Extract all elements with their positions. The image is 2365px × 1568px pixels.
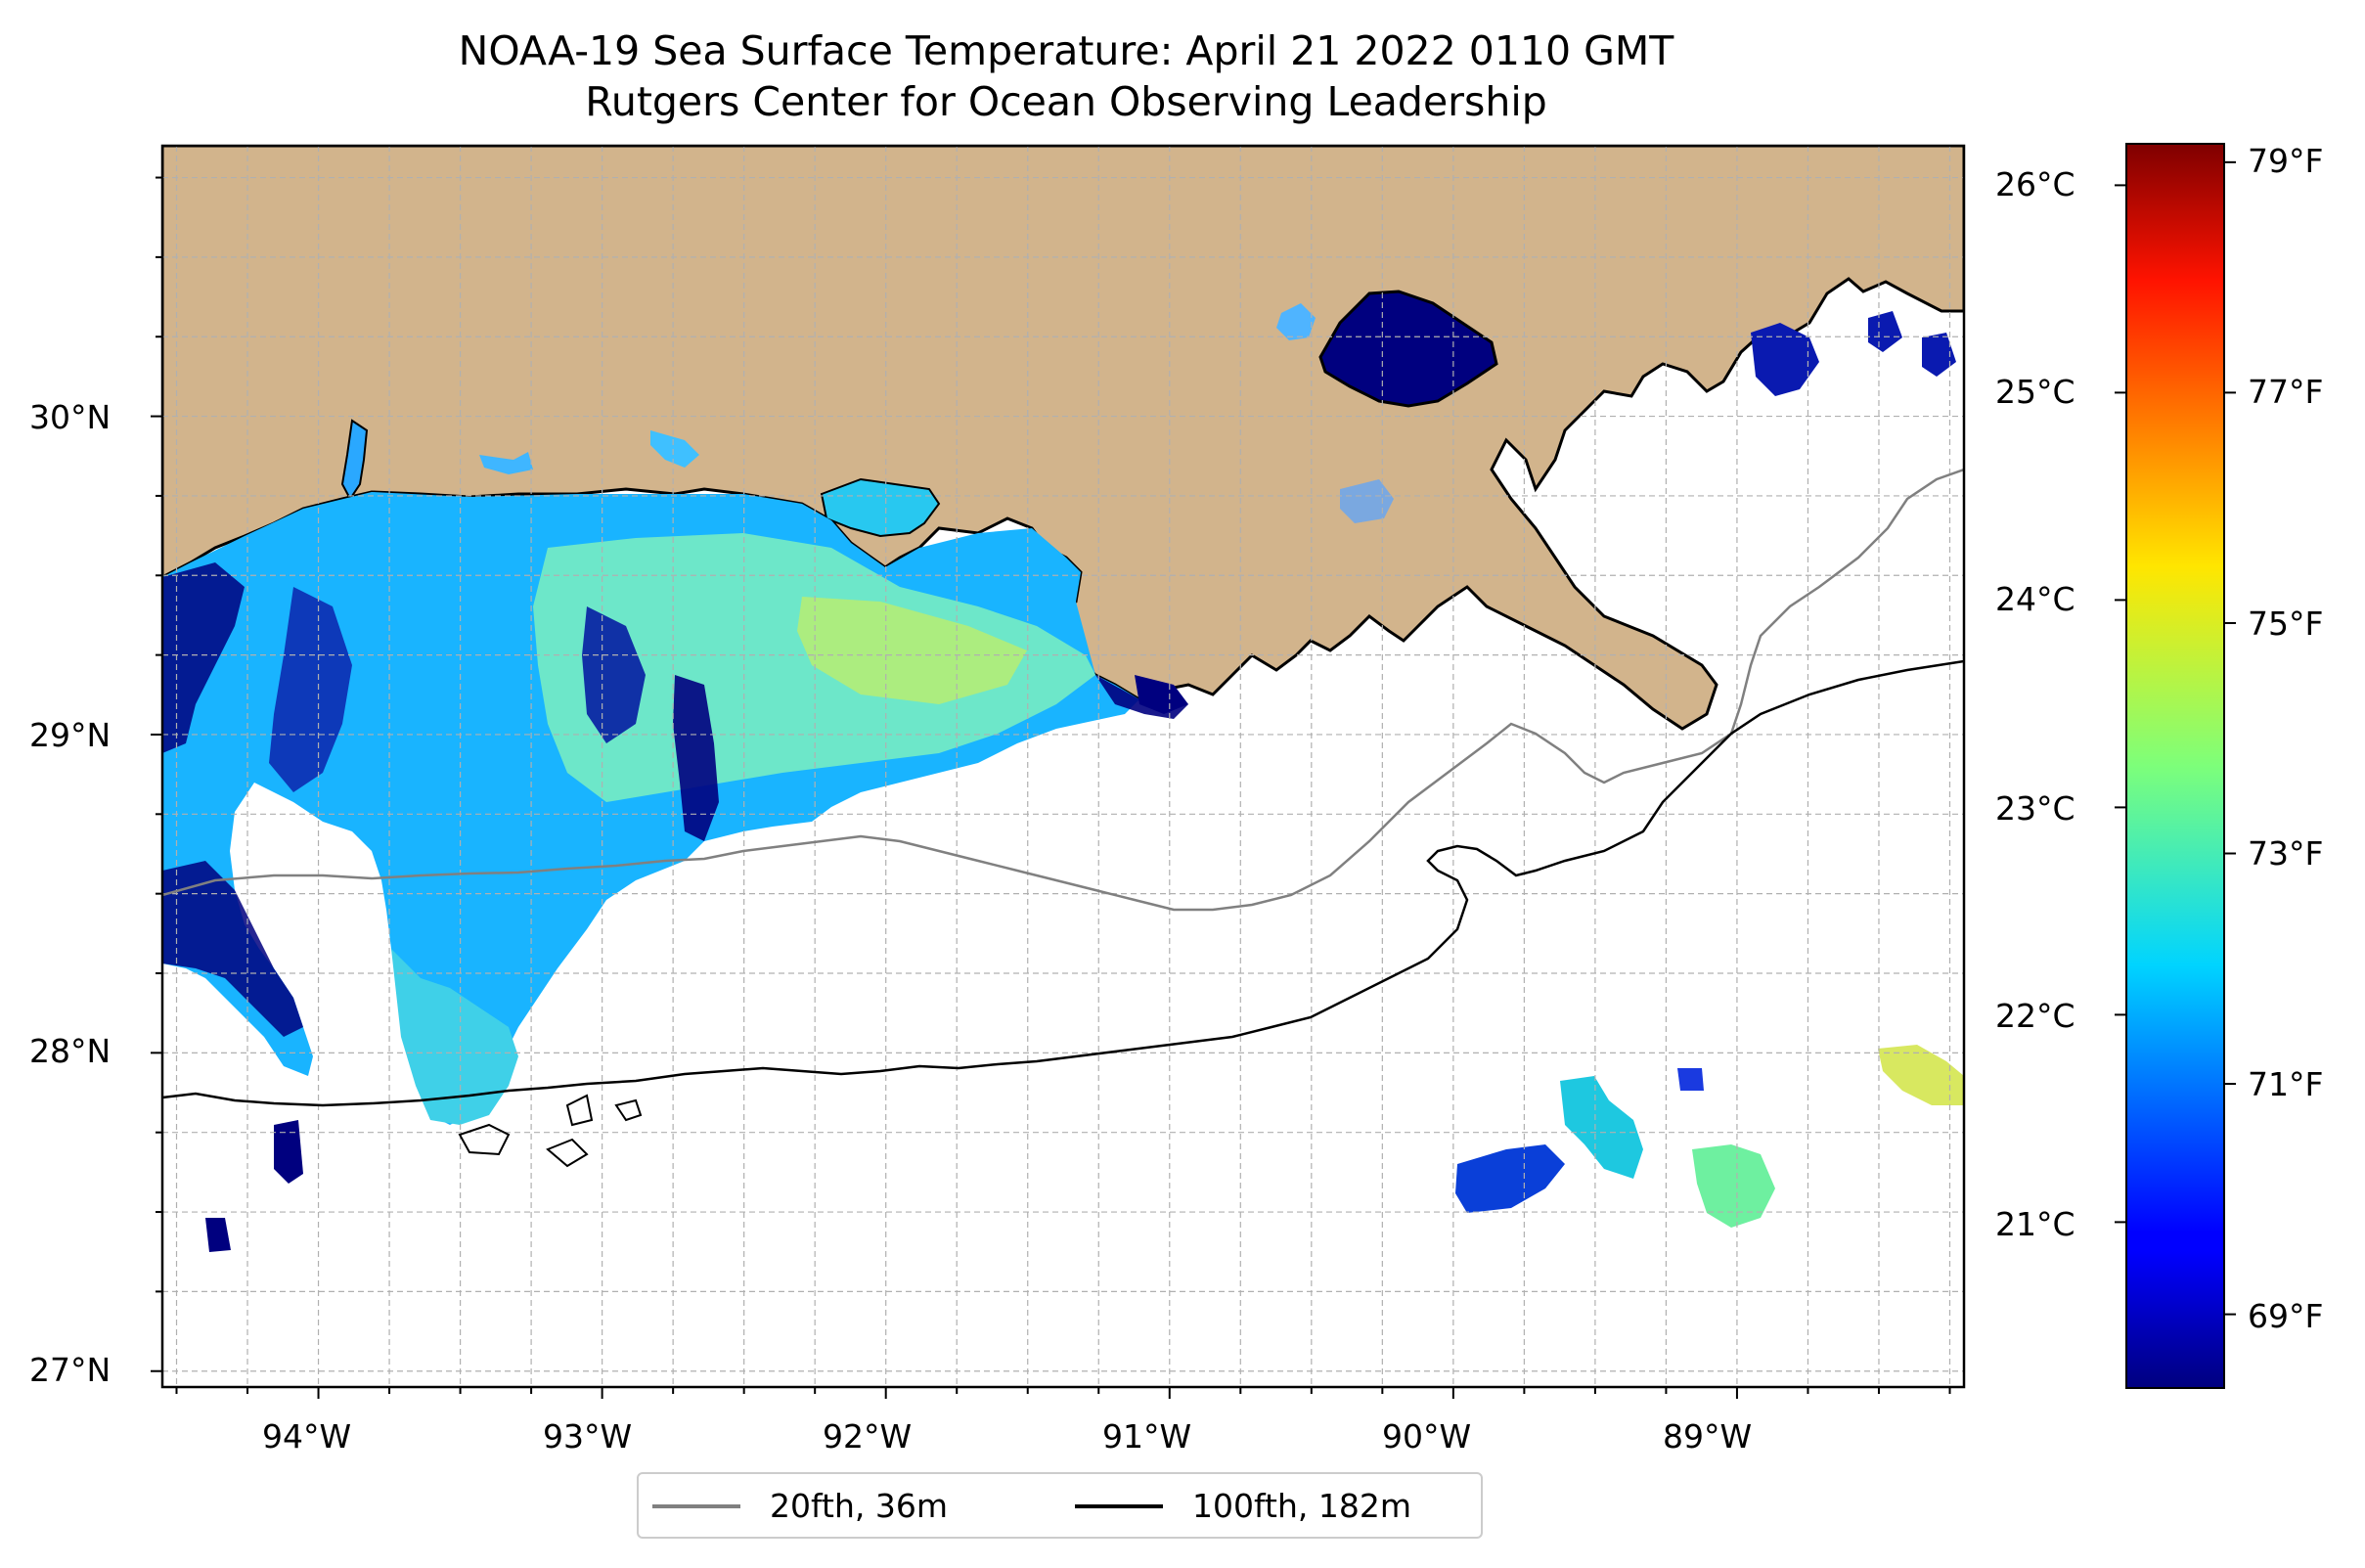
colorbar-c-26: 26°C [1995, 165, 2075, 203]
sst-cold-band-central [269, 587, 352, 792]
sst-patch-ne [1751, 323, 1819, 396]
colorbar-f-69: 69°F [2248, 1297, 2324, 1335]
colorbar-f-75: 75°F [2248, 605, 2324, 643]
colorbar-f-73: 73°F [2248, 834, 2324, 873]
sst-warmest-patch [797, 597, 1027, 704]
colorbar-f-71: 71°F [2248, 1065, 2324, 1103]
sst-patch-ne-3 [1922, 333, 1956, 377]
colorbar-ticks [2115, 160, 2236, 1316]
lake-maurepas [1276, 303, 1316, 340]
lon-label-91w: 91°W [1102, 1417, 1192, 1456]
sst-cold-cove [582, 606, 646, 743]
sst-cold-southwest [162, 861, 303, 1037]
sst-patch-east-1 [1455, 1144, 1565, 1213]
grand-lake [650, 430, 699, 468]
sst-data-layer [162, 311, 1964, 1252]
colorbar-f-79: 79°F [2248, 142, 2324, 180]
sst-cold-band-west [162, 562, 245, 753]
colorbar-c-21: 21°C [1995, 1205, 2075, 1243]
white-lake [479, 452, 533, 474]
sst-patch-east-4 [1878, 1045, 1964, 1105]
sst-patch-coast-east [1135, 675, 1188, 714]
lat-label-30: 30°N [29, 398, 112, 436]
sst-patch-east-2 [1560, 1076, 1643, 1179]
legend-swatch-20fth [652, 1504, 740, 1508]
lake-pontchartrain [1318, 290, 1498, 408]
lon-label-90w: 90°W [1382, 1417, 1472, 1456]
isobath-100fth [162, 659, 1964, 1107]
sst-patch-ne-2 [1868, 311, 1902, 352]
colorbar-c-24: 24°C [1995, 580, 2075, 618]
map-frame [160, 144, 1966, 1389]
lon-label-92w: 92°W [823, 1417, 913, 1456]
isobath-islands [458, 1094, 643, 1168]
map-content [162, 146, 1964, 1387]
isobath-20fth [162, 468, 1964, 912]
chart-title: NOAA-19 Sea Surface Temperature: April 2… [458, 27, 1674, 74]
lon-label-94w: 94°W [262, 1417, 352, 1456]
chart-subtitle: Rutgers Center for Ocean Observing Leade… [585, 78, 1547, 125]
sst-patch-east-5 [1677, 1068, 1704, 1091]
lat-label-27: 27°N [29, 1351, 112, 1389]
sst-patch-sw-2 [205, 1218, 231, 1252]
colorbar-f-77: 77°F [2248, 373, 2324, 411]
lat-label-28: 28°N [29, 1032, 112, 1070]
sst-patch-east-3 [1692, 1144, 1775, 1228]
lon-label-89w: 89°W [1663, 1417, 1753, 1456]
colorbar [2125, 143, 2225, 1389]
lat-label-29: 29°N [29, 716, 112, 754]
colorbar-c-23: 23°C [1995, 789, 2075, 828]
legend-label-20fth: 20fth, 36m [770, 1487, 948, 1525]
colorbar-c-22: 22°C [1995, 997, 2075, 1035]
colorbar-c-25: 25°C [1995, 373, 2075, 411]
legend: 20fth, 36m 100fth, 182m [637, 1472, 1483, 1539]
vermilion-bay [820, 477, 941, 538]
lon-label-93w: 93°W [543, 1417, 633, 1456]
legend-label-100fth: 100fth, 182m [1192, 1487, 1411, 1525]
calcasieu-lake [340, 419, 369, 501]
sst-patch-sw-1 [274, 1120, 303, 1184]
axis-ticks [151, 176, 1951, 1399]
legend-swatch-100fth [1075, 1504, 1163, 1508]
lake-salvador [1340, 479, 1394, 523]
sst-cold-strip [673, 675, 719, 841]
sst-south-lobe [391, 949, 518, 1125]
gridlines [162, 146, 1964, 1387]
